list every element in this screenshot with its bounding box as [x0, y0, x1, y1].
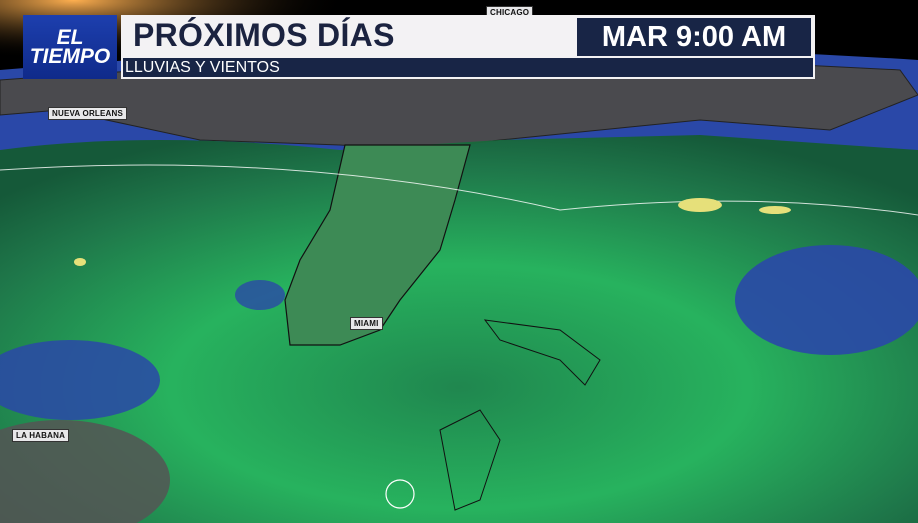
- el-tiempo-logo: EL TIEMPO: [23, 15, 117, 79]
- city-label-havana: LA HABANA: [12, 429, 70, 442]
- page-title: PRÓXIMOS DÍAS: [133, 17, 395, 53]
- city-label-miami: MIAMI: [350, 317, 383, 330]
- subtitle: LLUVIAS Y VIENTOS: [123, 58, 813, 77]
- logo-line-1: EL: [56, 26, 84, 49]
- front-line: [0, 164, 918, 216]
- logo-line-2: TIEMPO: [29, 45, 111, 68]
- rain-field: [0, 135, 918, 523]
- title-banner: PRÓXIMOS DÍAS MAR 9:00 AM LLUVIAS Y VIEN…: [121, 15, 815, 79]
- florida-peninsula: [284, 144, 471, 346]
- cuba: [439, 409, 501, 511]
- bahamas: [483, 319, 601, 386]
- forecast-time: MAR 9:00 AM: [577, 18, 811, 56]
- city-label-new-orleans: NUEVA ORLEANS: [48, 107, 128, 120]
